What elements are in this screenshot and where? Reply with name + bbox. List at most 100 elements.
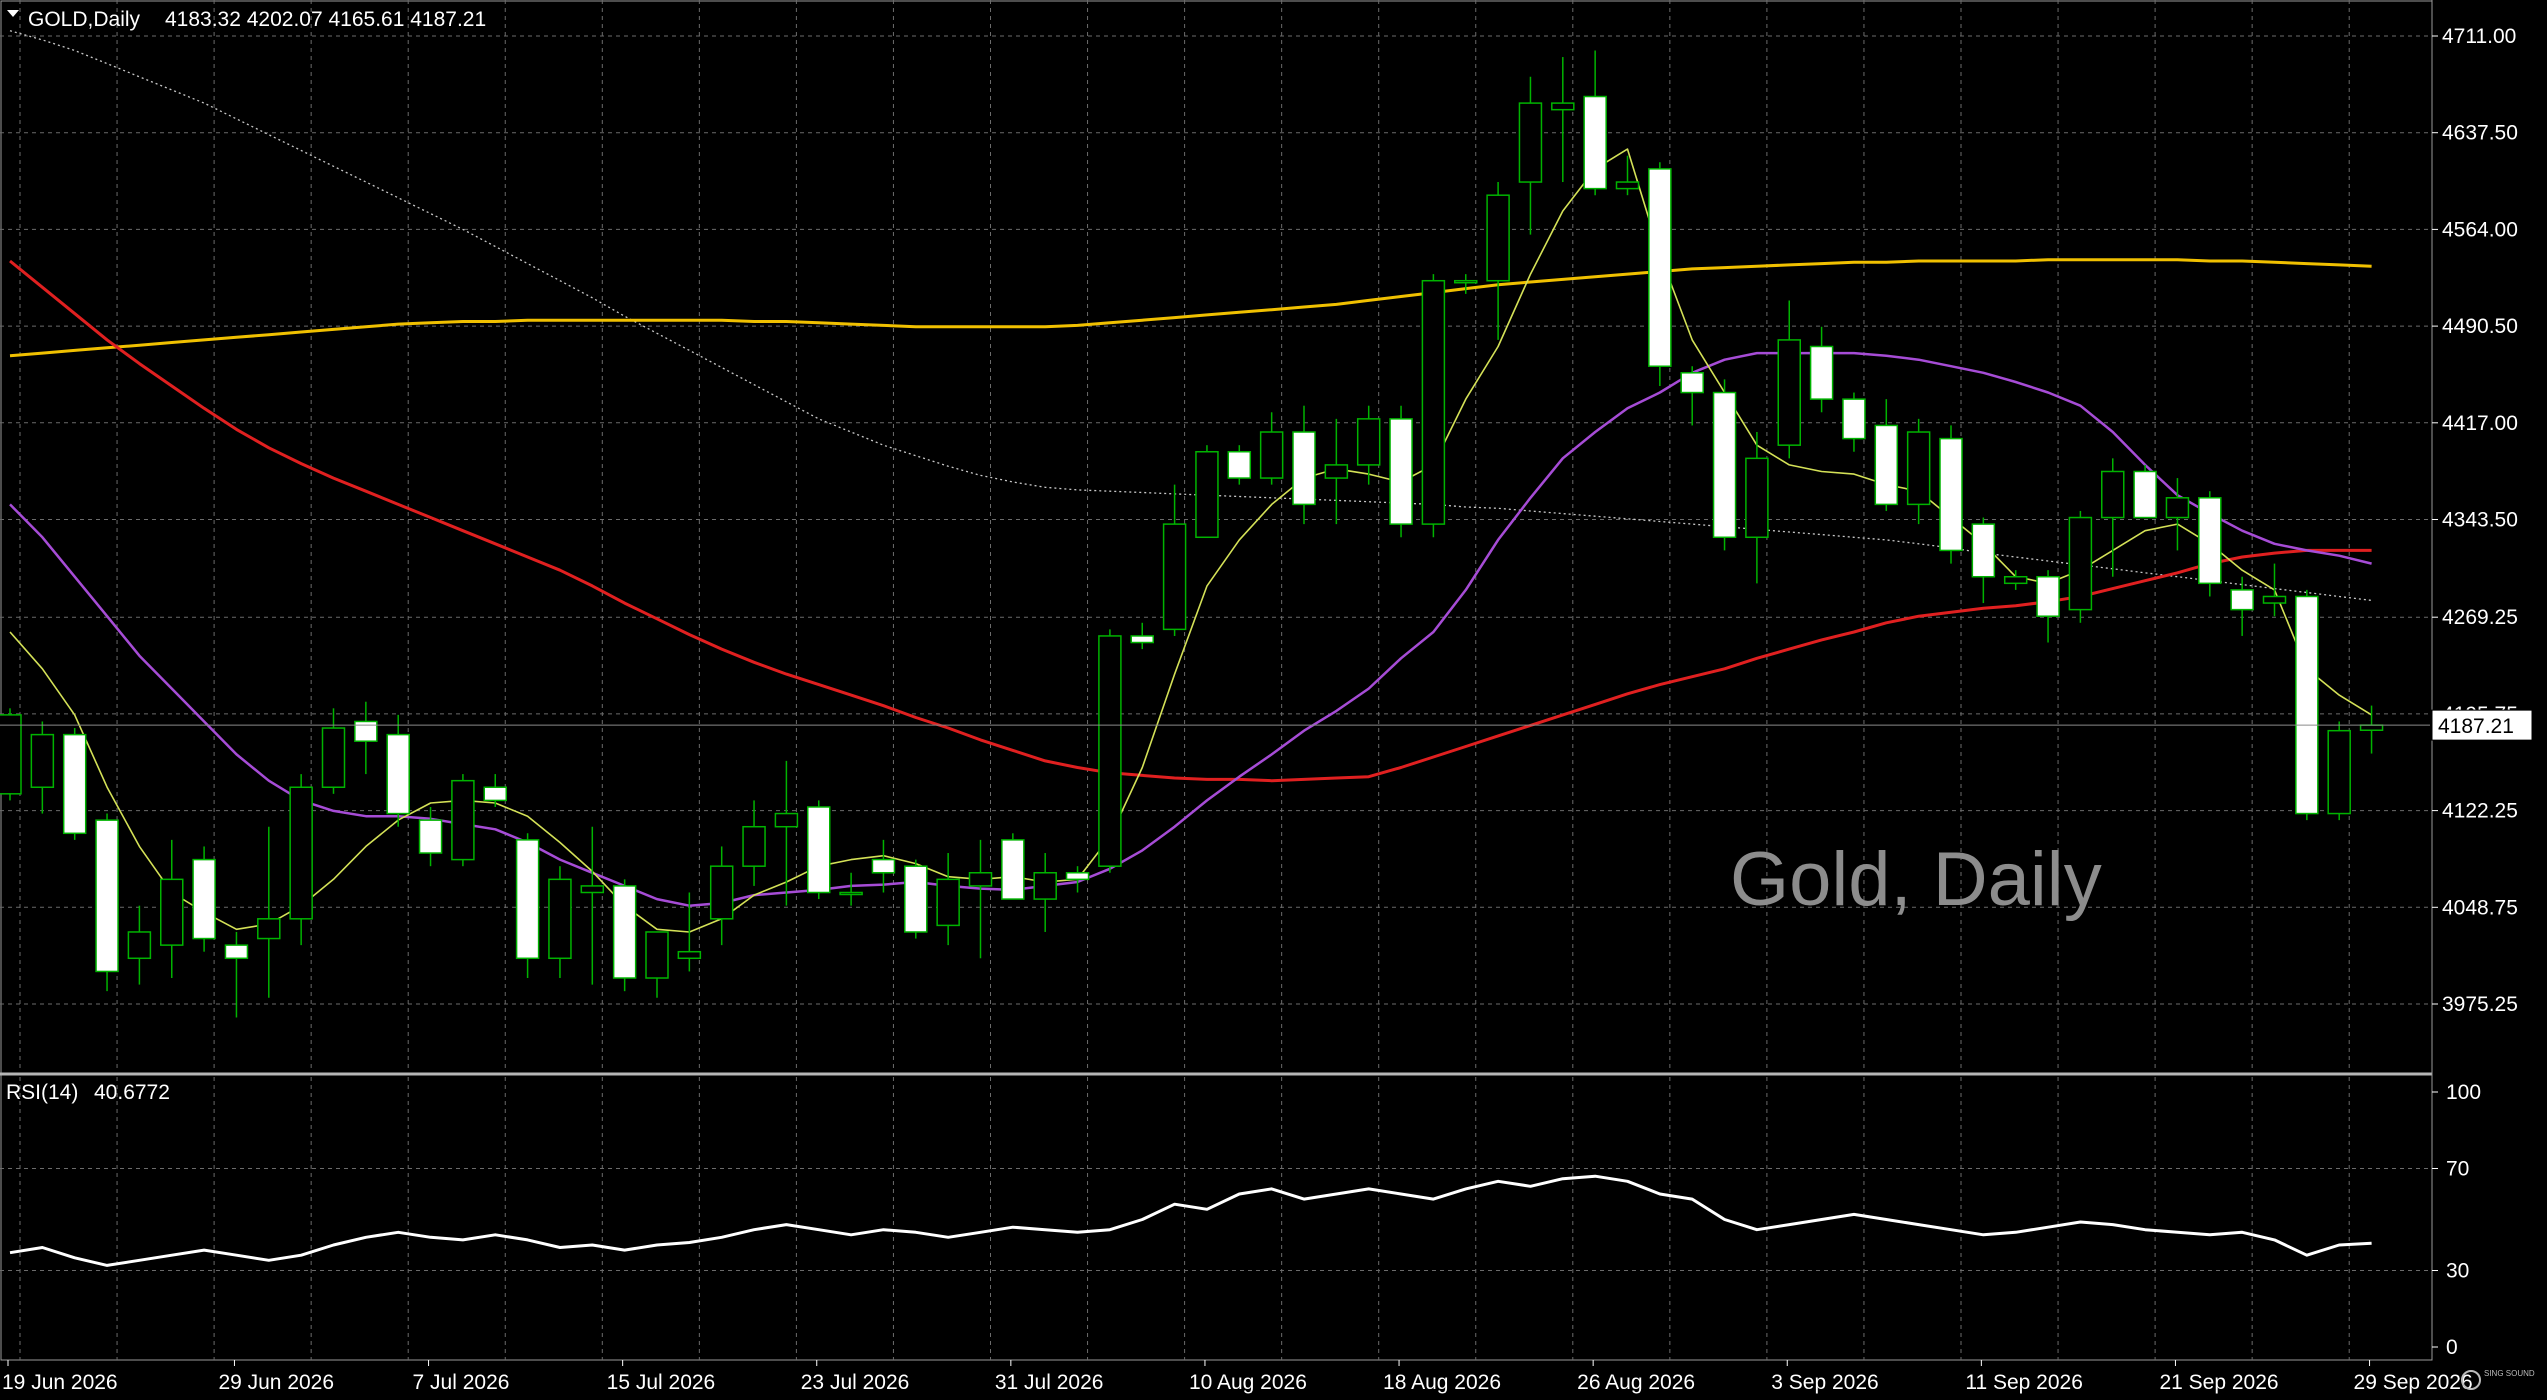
candle-body	[2036, 575, 2060, 617]
candle	[1098, 629, 1122, 873]
candle	[386, 714, 410, 827]
candle	[2068, 510, 2093, 623]
time-tick-label: 21 Sep 2026	[2159, 1371, 2278, 1394]
rsi-tick-label: 30	[2446, 1260, 2469, 1283]
candle	[1356, 405, 1381, 485]
candle-body	[2101, 470, 2125, 519]
candle	[1065, 866, 1090, 893]
candle	[127, 905, 152, 985]
candle-body	[95, 819, 119, 973]
candle	[224, 931, 249, 1018]
candle	[1001, 833, 1025, 900]
candles	[0, 50, 2384, 1018]
candle	[1518, 76, 1543, 235]
candle-body	[1421, 279, 1446, 525]
candle-body	[1615, 181, 1640, 190]
candle	[62, 728, 87, 840]
candle-body	[1454, 279, 1478, 284]
candle-body	[1874, 424, 1899, 506]
candle-body	[548, 878, 572, 960]
candle-body	[2327, 729, 2351, 815]
candle-body	[904, 865, 928, 933]
candle	[321, 708, 346, 794]
candle	[1324, 418, 1349, 525]
candle-body	[386, 733, 410, 815]
candle	[1454, 274, 1478, 294]
candle-body	[224, 944, 249, 960]
candle-body	[160, 878, 184, 946]
candle-body	[1777, 339, 1801, 446]
candle	[95, 813, 119, 992]
candle-body	[968, 872, 993, 887]
rsi-tick-label: 70	[2446, 1158, 2469, 1181]
candle-body	[30, 733, 55, 788]
candle-body	[257, 918, 281, 940]
candle	[2003, 570, 2028, 590]
dropdown-triangle-icon[interactable]	[7, 10, 19, 17]
candle	[2133, 464, 2157, 519]
price-tick-label: 4711.00	[2442, 25, 2516, 48]
candle-body	[1033, 872, 1057, 900]
candle	[645, 931, 669, 998]
candle-body	[2198, 497, 2222, 585]
price-tick-label: 4269.25	[2442, 606, 2518, 629]
candle-body	[62, 733, 87, 835]
candle-body	[2068, 516, 2093, 611]
candle-body	[2295, 595, 2319, 815]
moving-averages	[9, 30, 2373, 933]
candle	[1809, 326, 1834, 413]
candle	[289, 774, 313, 946]
candle	[904, 859, 928, 939]
candle	[871, 839, 896, 893]
candle-body	[709, 865, 734, 920]
time-tick-label: 7 Jul 2026	[413, 1371, 510, 1394]
candle	[1486, 182, 1510, 340]
candle-body	[2133, 470, 2157, 519]
price-tick-label: 4122.25	[2442, 800, 2518, 823]
candle-body	[1195, 450, 1219, 539]
candle	[807, 800, 831, 900]
candle-body	[418, 819, 443, 854]
candle	[451, 774, 475, 867]
candle	[1777, 300, 1801, 459]
candle	[1162, 484, 1187, 636]
candle-body	[127, 931, 152, 960]
price-tick-label: 4490.50	[2442, 315, 2518, 338]
candle-body	[321, 727, 346, 788]
candle	[483, 774, 507, 807]
candle	[1292, 405, 1316, 525]
time-tick-label: 26 Aug 2026	[1577, 1371, 1695, 1394]
rsi-value-label: 40.6772	[94, 1081, 170, 1104]
candle-body	[1518, 102, 1543, 183]
candle-body	[1001, 839, 1025, 900]
candle-body	[1906, 431, 1931, 506]
candle	[257, 826, 281, 998]
time-tick-label: 3 Sep 2026	[1771, 1371, 1878, 1394]
rsi-title: RSI(14)	[6, 1081, 78, 1104]
time-tick-label: 15 Jul 2026	[607, 1371, 716, 1394]
ohlc-values: 4183.32 4202.07 4165.61 4187.21	[165, 8, 486, 31]
candle	[2295, 589, 2319, 821]
candle-body	[1583, 95, 1607, 190]
candle	[774, 760, 799, 906]
candle-body	[677, 950, 702, 960]
candle-body	[1939, 437, 1963, 552]
candle-body	[1259, 431, 1284, 479]
candle	[548, 866, 572, 979]
candle-body	[1680, 372, 1704, 394]
candle-body	[515, 839, 540, 960]
candle	[677, 892, 702, 972]
candle	[2230, 576, 2254, 636]
candle	[2198, 491, 2222, 597]
current-price-tag	[2431, 709, 2533, 741]
candle	[1842, 392, 1866, 452]
candle-body	[1971, 523, 1996, 578]
candle-body	[1809, 345, 1834, 400]
candle	[1648, 162, 1672, 386]
candle	[1680, 366, 1704, 426]
rsi-tick-label: 100	[2446, 1081, 2481, 1104]
candle	[709, 846, 734, 946]
candle	[1874, 399, 1899, 511]
